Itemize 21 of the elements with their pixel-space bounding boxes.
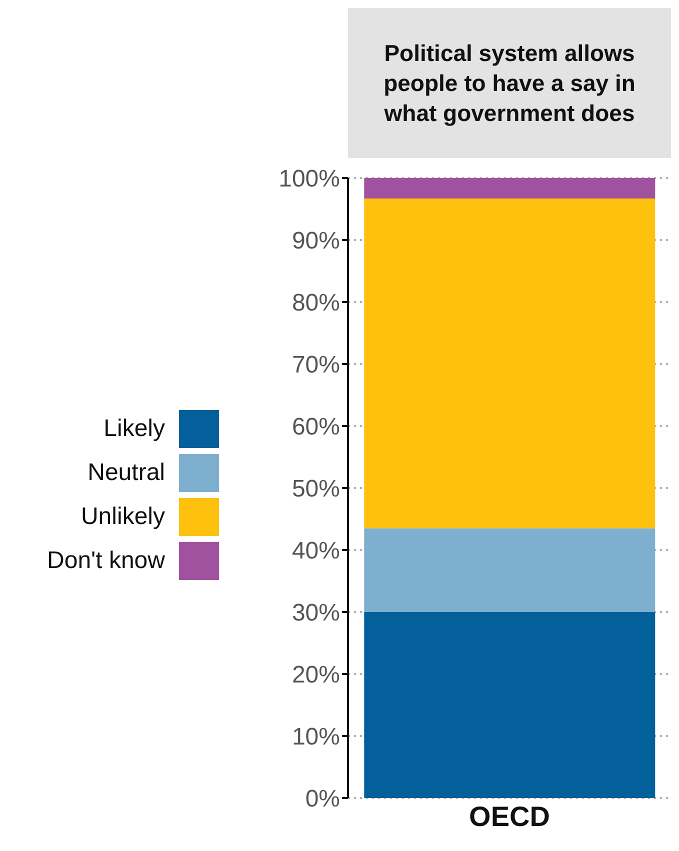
y-tick-label: 0%: [305, 786, 340, 813]
legend-label: Neutral: [88, 459, 165, 487]
y-tick-label: 100%: [278, 166, 340, 193]
y-tick-label: 40%: [292, 538, 340, 565]
bar: [364, 612, 656, 798]
legend-label: Don't know: [47, 547, 165, 575]
y-tick-label: 50%: [292, 476, 340, 503]
chart-title: Political system allows people to have a say in what government does: [348, 8, 671, 158]
y-tick-label: 70%: [292, 352, 340, 379]
legend-label: Unlikely: [80, 503, 165, 531]
y-tick-label: 20%: [292, 662, 340, 689]
y-tick-label: 30%: [292, 600, 340, 627]
x-tick-label: OECD: [469, 800, 550, 832]
y-tick-label: 80%: [292, 290, 340, 317]
y-tick-label: 10%: [292, 724, 340, 751]
legend-label: Likely: [104, 415, 165, 443]
bar: [364, 528, 656, 612]
y-tick-label: 90%: [292, 228, 340, 255]
y-tick-label: 60%: [292, 414, 340, 441]
bar: [364, 198, 656, 528]
bar: [364, 178, 656, 198]
